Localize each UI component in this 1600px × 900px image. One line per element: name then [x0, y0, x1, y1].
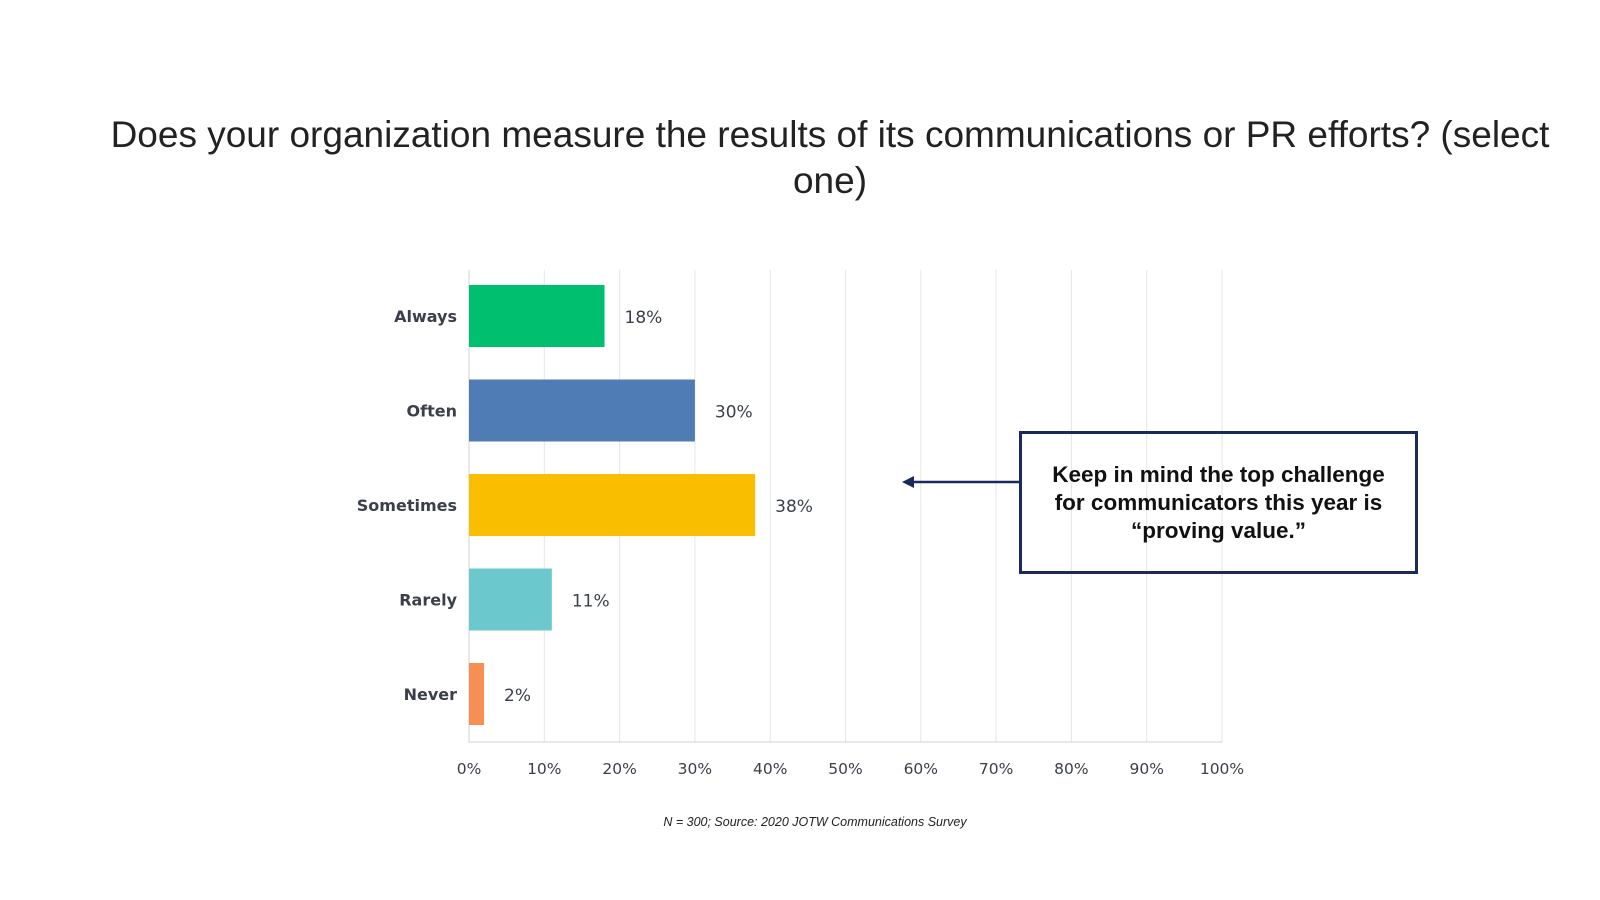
- category-label: Rarely: [399, 591, 457, 610]
- x-tick-label: 80%: [1054, 760, 1088, 778]
- bar-never: [469, 663, 485, 725]
- x-tick-label: 70%: [979, 760, 1013, 778]
- category-label: Never: [404, 685, 458, 704]
- arrow-head: [902, 476, 914, 488]
- bar-always: [469, 285, 605, 347]
- value-label: 18%: [625, 308, 663, 328]
- category-label: Always: [394, 307, 457, 326]
- x-axis-ticks: 0% 10% 20% 30% 40% 50% 60% 70% 80% 90% 100%: [457, 760, 1244, 778]
- callout-box: Keep in mind the top challenge for commu…: [1019, 431, 1418, 574]
- bar-rarely: [469, 568, 552, 631]
- chart-bars: [469, 285, 756, 725]
- x-tick-label: 10%: [527, 760, 561, 778]
- x-tick-label: 0%: [457, 760, 482, 778]
- category-label: Sometimes: [357, 496, 457, 515]
- bar-sometimes: [469, 474, 756, 536]
- value-label: 2%: [504, 686, 531, 706]
- x-tick-label: 60%: [904, 760, 938, 778]
- bar-often: [469, 379, 695, 442]
- category-label: Often: [407, 402, 457, 421]
- source-note: N = 300; Source: 2020 JOTW Communication…: [663, 815, 967, 829]
- chart-labels: Always 18% Often 30% Sometimes 38% Rarely 11% Ne…: [357, 307, 813, 706]
- value-label: 38%: [775, 497, 813, 517]
- x-tick-label: 90%: [1129, 760, 1163, 778]
- x-tick-label: 40%: [753, 760, 787, 778]
- callout-arrow: [902, 476, 1019, 488]
- slide-title: Does your organization measure the resul…: [110, 114, 1550, 201]
- callout-text: Keep in mind the top challenge for commu…: [1052, 461, 1385, 543]
- x-tick-label: 100%: [1200, 760, 1244, 778]
- x-tick-label: 50%: [828, 760, 862, 778]
- chart-grid: [468, 270, 1223, 743]
- x-tick-label: 30%: [678, 760, 712, 778]
- value-label: 11%: [572, 592, 610, 612]
- x-tick-label: 20%: [602, 760, 636, 778]
- value-label: 30%: [715, 403, 753, 423]
